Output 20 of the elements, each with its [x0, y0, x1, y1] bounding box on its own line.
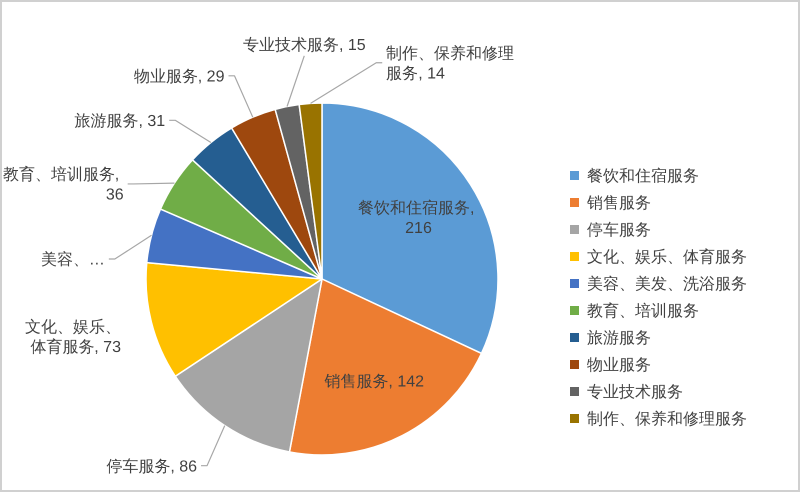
- legend-label: 旅游服务: [587, 329, 651, 348]
- data-label: 文化、娱乐、体育服务, 73: [24, 318, 122, 356]
- data-label: 教育、培训服务, 36: [2, 166, 124, 204]
- legend-label: 停车服务: [587, 221, 651, 240]
- data-label: 销售服务, 142: [323, 373, 424, 390]
- legend-label: 文化、娱乐、体育服务: [587, 248, 747, 266]
- legend-label: 专业技术服务: [587, 383, 683, 402]
- data-label: 物业服务, 29: [134, 67, 225, 86]
- legend-label: 美容、美发、洗浴服务: [587, 275, 747, 294]
- legend-label: 教育、培训服务: [587, 302, 699, 320]
- data-label: 专业技术服务, 15: [242, 36, 366, 54]
- legend-label: 销售服务: [586, 195, 651, 212]
- data-label: 旅游服务, 31: [74, 112, 166, 130]
- data-label: 餐饮和住宿服务, 216: [358, 199, 479, 238]
- legend-label: 物业服务: [587, 356, 651, 374]
- legend-label: 餐饮和住宿服务: [587, 167, 699, 186]
- data-label: 制作、保养和修理服务, 14: [386, 44, 514, 82]
- data-label: 美容、…: [40, 250, 105, 269]
- data-label: 停车服务, 86: [106, 457, 198, 476]
- legend-label: 制作、保养和修理服务: [587, 410, 747, 428]
